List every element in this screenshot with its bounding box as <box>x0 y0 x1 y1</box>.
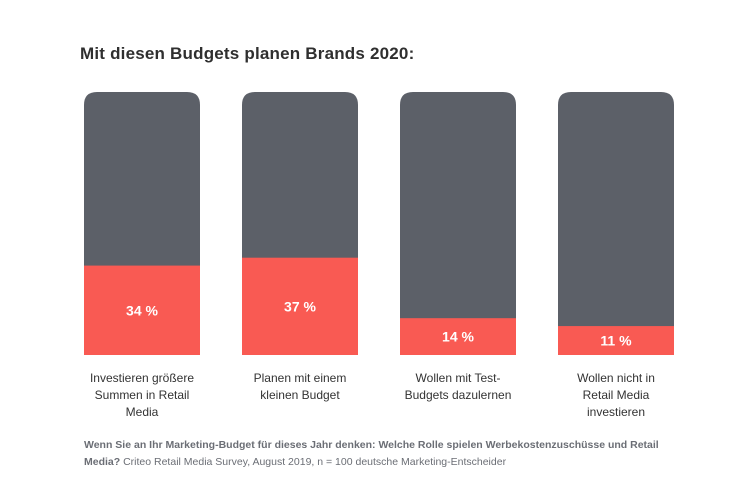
category-label-line: Media <box>125 405 159 419</box>
chart-title: Mit diesen Budgets planen Brands 2020: <box>80 44 415 63</box>
category-label-line: Investieren größere <box>89 371 195 385</box>
footnote: Wenn Sie an Ihr Marketing-Budget für die… <box>84 437 684 471</box>
category-label-line: Summen in Retail <box>94 388 190 402</box>
category-label: Wollen mit Test- Budgets dazulernen <box>388 370 528 404</box>
category-label-line: kleinen Budget <box>260 388 340 402</box>
footnote-source: Criteo Retail Media Survey, August 2019,… <box>120 456 507 468</box>
bar-value-label: 14 % <box>442 329 474 345</box>
category-label-line: investieren <box>586 405 646 419</box>
bar-background <box>400 92 516 355</box>
bar-value-label: 37 % <box>284 298 316 314</box>
category-label-line: Retail Media <box>582 388 650 402</box>
bar-value <box>400 318 516 355</box>
category-label: Wollen nicht in Retail Media investieren <box>546 370 686 421</box>
category-label: Investieren größere Summen in Retail Media <box>72 370 212 421</box>
bar-value <box>558 326 674 355</box>
category-label-line: Budgets dazulernen <box>404 388 512 402</box>
bar-value-label: 34 % <box>126 302 158 318</box>
category-label-line: Wollen mit Test- <box>415 371 501 385</box>
bar-background <box>558 92 674 355</box>
category-label-line: Wollen nicht in <box>577 371 655 385</box>
bar-value <box>84 265 200 355</box>
category-label-line: Planen mit einem <box>253 371 347 385</box>
category-label: Planen mit einem kleinen Budget <box>230 370 370 404</box>
bar-value <box>242 257 358 355</box>
footnote-question: Wenn Sie an Ihr Marketing-Budget für die… <box>84 439 659 468</box>
bar-value-label: 11 % <box>600 333 632 349</box>
